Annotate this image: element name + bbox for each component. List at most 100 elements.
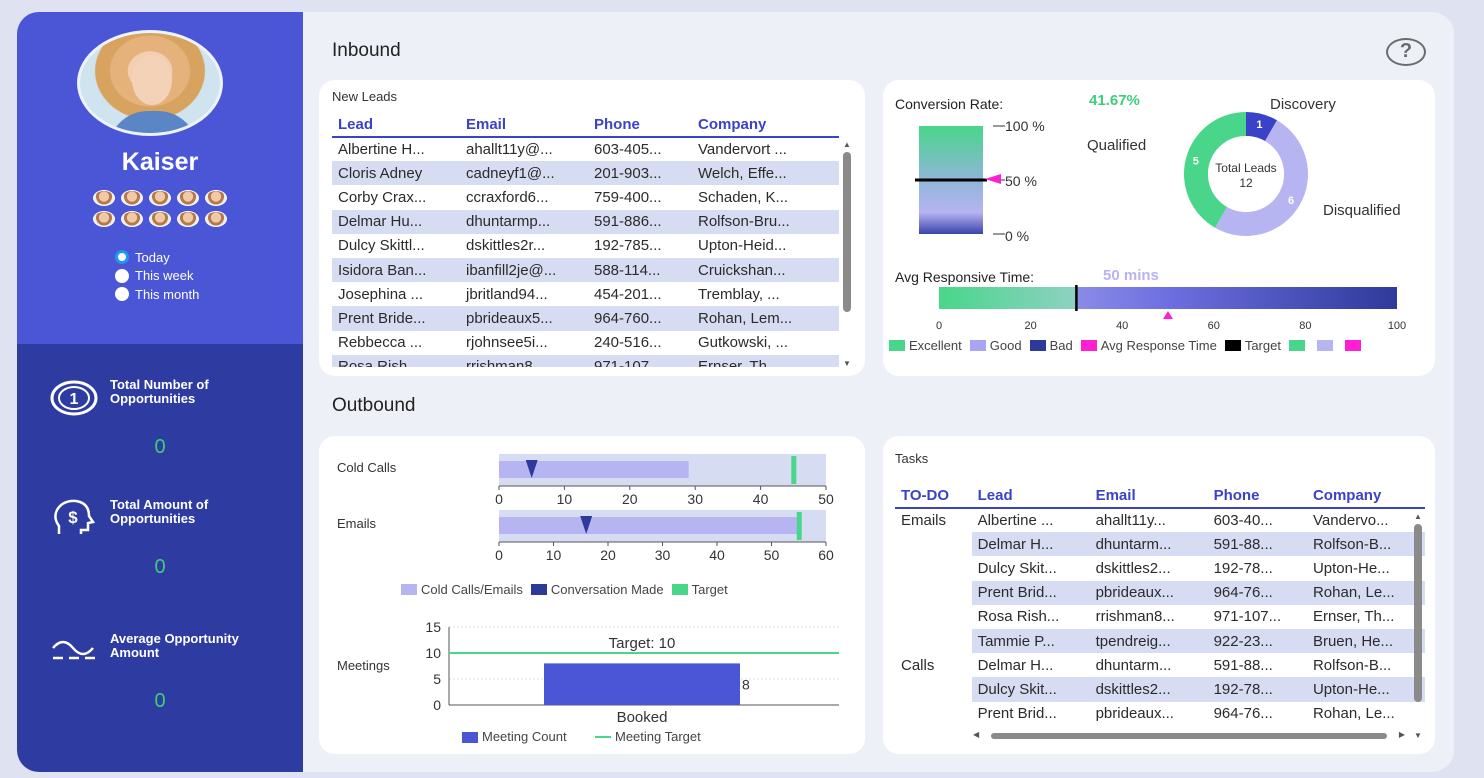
team-avatar[interactable] bbox=[149, 211, 171, 227]
column-header[interactable]: Phone bbox=[588, 115, 692, 138]
scroll-thumb[interactable] bbox=[843, 152, 851, 312]
team-avatar[interactable] bbox=[121, 211, 143, 227]
table-row[interactable]: Prent Bride... pbrideaux5... 964-760... Roh… bbox=[332, 306, 839, 331]
kpi-value: 0 bbox=[154, 690, 166, 712]
legend-item[interactable]: Conversation Made bbox=[530, 582, 664, 597]
table-cell: Cruickshan... bbox=[692, 257, 839, 283]
column-header[interactable]: Company bbox=[1306, 486, 1425, 509]
table-row[interactable]: Corby Crax... ccraxford6... 759-400... Scha… bbox=[332, 185, 839, 209]
scroll-right-icon[interactable]: ▶ bbox=[1398, 730, 1405, 739]
table-row[interactable]: Josephina ... jbritland94... 454-201... Tre… bbox=[332, 282, 839, 306]
table-row[interactable]: Cloris Adney cadneyf1@... 201-903... Welch,… bbox=[332, 161, 839, 186]
meeting-count-bar[interactable] bbox=[544, 663, 740, 705]
team-avatar[interactable] bbox=[121, 190, 143, 206]
table-cell: 971-107... bbox=[1213, 608, 1282, 626]
table-row[interactable]: Isidora Ban... ibanfill2je@... 588-114... C… bbox=[332, 257, 839, 283]
column-header[interactable]: TO-DO bbox=[895, 486, 972, 509]
table-header-row: Lead Email Phone Company bbox=[332, 115, 839, 138]
new-leads-card: New Leads Lead Email Phone Company Alber… bbox=[319, 80, 865, 376]
table-row[interactable]: Rosa Rish... rrishman8... 971-107... Ernser… bbox=[895, 604, 1425, 629]
table-row[interactable]: Prent Brid... pbrideaux... 964-76... Rohan,… bbox=[895, 580, 1425, 605]
bullet-value-bar[interactable] bbox=[499, 517, 799, 534]
gauge-target-marker bbox=[985, 174, 1001, 184]
table-cell: 192-785... bbox=[594, 237, 662, 255]
column-header[interactable]: Lead bbox=[332, 115, 460, 138]
legend-item[interactable]: Avg Response Time bbox=[1080, 338, 1217, 353]
conversion-card: Conversion Rate: 41.67% 100 % 50 % 0 % bbox=[883, 80, 1435, 376]
scroll-down-icon[interactable]: ▼ bbox=[843, 359, 851, 368]
table-header-row: TO-DO Lead Email Phone Company bbox=[895, 486, 1425, 509]
scroll-down-icon[interactable]: ▼ bbox=[1414, 731, 1422, 740]
table-row[interactable]: Dulcy Skit... dskittles2... 192-78... Upton… bbox=[895, 556, 1425, 581]
team-avatar[interactable] bbox=[177, 211, 199, 227]
team-avatar[interactable] bbox=[205, 211, 227, 227]
donut-segment[interactable] bbox=[1246, 112, 1277, 142]
team-avatar[interactable] bbox=[149, 190, 171, 206]
table-cell: 603-405... bbox=[594, 141, 662, 159]
donut-segment[interactable] bbox=[1215, 120, 1308, 236]
scroll-thumb[interactable] bbox=[1414, 524, 1422, 702]
legend-item[interactable]: Bad bbox=[1029, 338, 1073, 353]
scroll-up-icon[interactable]: ▲ bbox=[1414, 512, 1422, 521]
radio-icon[interactable] bbox=[115, 268, 129, 283]
response-tick-label: 40 bbox=[1116, 320, 1128, 332]
legend-item[interactable]: Target bbox=[671, 582, 728, 597]
donut-value-label: 5 bbox=[1193, 156, 1199, 168]
table-cell: Prent Brid... bbox=[977, 705, 1057, 723]
kpi-panel: 1 Total Number of Opportunities 0 $ Tota… bbox=[17, 344, 303, 772]
team-avatar[interactable] bbox=[205, 190, 227, 206]
tasks-card: Tasks TO-DO Lead Email Phone Company Ema… bbox=[883, 436, 1435, 754]
table-row[interactable]: Dulcy Skit... dskittles2... 192-78... Upton… bbox=[895, 677, 1425, 702]
table-row[interactable]: Tammie P... tpendreig... 922-23... Bruen, H… bbox=[895, 628, 1425, 654]
legend-item[interactable]: Target bbox=[1224, 338, 1281, 353]
column-header[interactable]: Company bbox=[692, 115, 839, 138]
tasks-scrollbar[interactable]: ▲ ▼ bbox=[1412, 512, 1424, 740]
legend-item[interactable] bbox=[1316, 340, 1337, 351]
table-row[interactable]: Delmar Hu... dhuntarmp... 591-886... Rolfso… bbox=[332, 209, 839, 234]
team-avatar[interactable] bbox=[93, 211, 115, 227]
table-row[interactable]: Dulcy Skittl... dskittles2r... 192-785... U… bbox=[332, 234, 839, 258]
table-cell: dhuntarm... bbox=[1095, 656, 1172, 674]
outbound-bullet-charts: Cold Calls 0 10 20 30 40 50 Emails 0 10 20 30 40 50 60 bbox=[337, 454, 834, 563]
table-cell: Vandervort ... bbox=[698, 141, 787, 159]
donut-label-discovery: Discovery bbox=[1270, 96, 1336, 113]
scroll-left-icon[interactable]: ◀ bbox=[973, 730, 980, 739]
legend-item[interactable]: Cold Calls/Emails bbox=[401, 582, 523, 597]
bullet-tick-label: 50 bbox=[764, 547, 780, 563]
table-cell: Rolfson-B... bbox=[1306, 532, 1425, 557]
donut-segment[interactable] bbox=[1184, 112, 1246, 228]
legend-swatch bbox=[1344, 340, 1361, 351]
table-row[interactable]: Rosa Rish... rrishman8... 971-107... Ernser… bbox=[332, 354, 839, 367]
scroll-thumb[interactable] bbox=[991, 733, 1387, 739]
filter-this-week[interactable]: This week bbox=[115, 267, 199, 286]
legend-item[interactable]: Good bbox=[969, 338, 1022, 353]
legend-item[interactable]: Excellent bbox=[889, 338, 962, 353]
team-avatar[interactable] bbox=[93, 190, 115, 206]
legend-item[interactable] bbox=[1344, 340, 1365, 351]
column-header[interactable]: Phone bbox=[1207, 486, 1307, 509]
filter-today[interactable]: Today bbox=[115, 248, 199, 267]
radio-selected-icon[interactable] bbox=[115, 250, 129, 265]
legend-item[interactable] bbox=[1288, 340, 1309, 351]
help-icon[interactable]: ? bbox=[1386, 38, 1426, 66]
svg-text:1: 1 bbox=[70, 391, 79, 408]
bullet-value-bar[interactable] bbox=[499, 461, 689, 478]
table-row[interactable]: Rebbecca ... rjohnsee5i... 240-516... Gutko… bbox=[332, 331, 839, 355]
table-row[interactable]: Albertine H... ahallt11y@... 603-405... Van… bbox=[332, 137, 839, 161]
table-row[interactable]: Delmar H... dhuntarm... 591-88... Rolfson-B… bbox=[895, 532, 1425, 557]
table-row[interactable]: Calls Delmar H... dhuntarm... 591-88... Rolf… bbox=[895, 653, 1425, 678]
column-header[interactable]: Email bbox=[460, 115, 588, 138]
tasks-hscrollbar[interactable]: ◀ ▶ bbox=[973, 730, 1405, 742]
bullet-tick-label: 40 bbox=[753, 491, 769, 507]
scroll-up-icon[interactable]: ▲ bbox=[843, 140, 851, 149]
radio-icon[interactable] bbox=[115, 287, 129, 302]
team-avatar[interactable] bbox=[177, 190, 199, 206]
table-row[interactable]: Prent Brid... pbrideaux... 964-76... Rohan,… bbox=[895, 701, 1425, 726]
period-filter: Today This week This month bbox=[115, 248, 199, 304]
column-header[interactable]: Lead bbox=[971, 486, 1090, 509]
filter-this-month[interactable]: This month bbox=[115, 285, 199, 304]
column-header[interactable]: Email bbox=[1089, 486, 1208, 509]
table-cell: 588-114... bbox=[588, 257, 692, 283]
table-row[interactable]: Emails Albertine ... ahallt11y... 603-40...… bbox=[895, 508, 1425, 533]
leads-scrollbar[interactable]: ▲ ▼ bbox=[841, 140, 853, 368]
